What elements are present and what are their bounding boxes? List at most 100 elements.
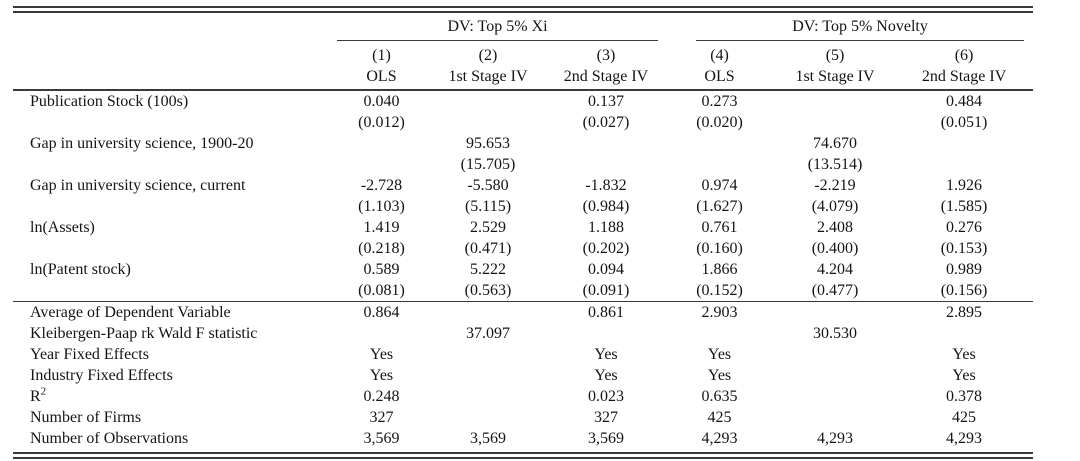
std-error-cell: (15.705) — [460, 156, 516, 173]
coefficient-row: Publication Stock (100s) 0.040 0.137 0.273 0… — [13, 90, 1033, 112]
std-error-cell: (0.027) — [582, 114, 630, 131]
regression-results-table: DV: Top 5% Xi DV: Top 5% Novelty (1) (2) (3)… — [13, 13, 1034, 449]
estimate-cell: 0.589 — [363, 261, 400, 278]
std-error-cell: (0.152) — [664, 280, 776, 302]
stat-value-cell: Yes — [369, 346, 394, 363]
regression-table-sheet: DV: Top 5% Xi DV: Top 5% Novelty (1) (2) (3)… — [13, 6, 1034, 459]
stat-value-cell: Yes — [952, 346, 976, 363]
header-group-row: DV: Top 5% Xi DV: Top 5% Novelty — [13, 13, 1033, 41]
std-error-row: (15.705) (13.514) — [13, 154, 1033, 175]
stat-value-cell: 0.864 — [363, 304, 400, 321]
row-label: ln(Patent stock) — [30, 261, 131, 278]
statistic-row: R2 0.248 0.023 0.635 0.378 — [13, 386, 1033, 407]
row-label: Number of Firms — [30, 409, 142, 426]
statistic-row: Number of Observations 3,569 3,569 3,569 4,2… — [13, 428, 1033, 449]
corner-cell — [13, 66, 335, 91]
std-error-cell: (0.160) — [696, 240, 743, 257]
std-error-cell — [895, 154, 1033, 175]
coefficient-row: Gap in university science, current -2.728… — [13, 175, 1033, 196]
stat-value-cell — [428, 365, 548, 386]
stat-value-cell — [775, 386, 895, 407]
estimate-cell — [335, 133, 428, 154]
stat-value-cell: 0.248 — [363, 388, 400, 405]
estimate-cell: 0.761 — [701, 219, 738, 236]
std-error-cell — [548, 154, 664, 175]
estimate-cell: 2.408 — [817, 219, 854, 236]
stat-value-cell: 2.903 — [701, 304, 738, 321]
column-number: (1) — [372, 47, 391, 64]
statistic-row: Year Fixed Effects Yes Yes Yes Yes — [13, 344, 1033, 365]
row-label-empty — [13, 112, 335, 133]
std-error-cell — [664, 154, 775, 175]
column-estimator: OLS — [664, 66, 776, 91]
estimate-cell: 0.974 — [701, 177, 738, 194]
stat-value-cell — [428, 344, 548, 365]
stat-value-cell: 0.861 — [588, 304, 624, 321]
stat-value-cell — [775, 365, 895, 386]
column-estimator: 1st Stage IV — [775, 66, 896, 91]
std-error-row: (0.012) (0.027) (0.020) (0.051) — [13, 112, 1033, 133]
estimate-cell — [428, 90, 548, 112]
std-error-cell: (4.079) — [811, 198, 859, 215]
stat-value-cell: 0.378 — [946, 388, 983, 405]
std-error-cell — [335, 154, 428, 175]
column-number: (6) — [954, 47, 974, 64]
std-error-cell: (0.091) — [548, 280, 665, 302]
row-label-empty — [13, 238, 335, 259]
column-number-row: (1) (2) (3) (4) (5) (6) — [13, 41, 1033, 66]
estimate-cell — [548, 133, 664, 154]
estimate-cell: -2.219 — [814, 177, 856, 194]
row-label: Number of Observations — [30, 430, 189, 447]
stat-value-cell: 425 — [707, 409, 732, 426]
std-error-cell: (5.115) — [464, 198, 512, 215]
stat-value-cell: 327 — [369, 409, 394, 426]
std-error-cell: (0.984) — [582, 198, 630, 215]
column-estimator: OLS — [335, 66, 428, 91]
bottom-double-rule — [13, 452, 1033, 459]
row-label: Kleibergen-Paap rk Wald F statistic — [30, 325, 258, 342]
estimate-cell — [775, 90, 895, 112]
estimator-header-row: OLS 1st Stage IV 2nd Stage IV OLS 1st Stage … — [13, 66, 1034, 91]
stat-value-cell — [428, 386, 548, 407]
std-error-cell: (0.153) — [940, 240, 988, 257]
std-error-cell — [428, 112, 548, 133]
stat-value-cell — [775, 407, 895, 428]
std-error-cell: (1.103) — [358, 198, 405, 215]
std-error-cell: (13.514) — [807, 156, 863, 173]
estimate-cell: 74.670 — [813, 135, 858, 152]
stat-value-cell: Yes — [594, 346, 618, 363]
row-label: Gap in university science, current — [30, 177, 246, 194]
column-estimator: 2nd Stage IV — [895, 66, 1034, 91]
stat-value-cell: 30.530 — [813, 325, 858, 342]
estimate-cell: 1.926 — [946, 177, 983, 194]
label-superscript: 2 — [40, 386, 47, 398]
statistic-row: Number of Firms 327 327 425 425 — [13, 407, 1033, 428]
estimate-cell: 5.222 — [470, 261, 506, 278]
std-error-cell: (1.627) — [696, 198, 743, 215]
std-error-cell: (0.471) — [464, 240, 512, 257]
stat-value-cell: Yes — [707, 367, 732, 384]
corner-cell — [13, 41, 335, 66]
stat-value-cell: 4,293 — [817, 430, 854, 447]
stat-value-cell — [428, 302, 548, 324]
coefficient-row: ln(Patent stock) 0.589 5.222 0.094 1.866 4.20… — [13, 259, 1033, 280]
estimate-cell: 4.204 — [817, 261, 854, 278]
stat-value-cell: Yes — [952, 367, 976, 384]
estimate-cell: 95.653 — [466, 135, 510, 152]
stat-value-cell: Yes — [707, 346, 732, 363]
estimate-cell: 0.276 — [946, 219, 983, 236]
std-error-row: (1.103) (5.115) (0.984) (1.627) (4.079) (1.58… — [13, 196, 1033, 217]
estimate-cell: 0.484 — [946, 93, 983, 110]
statistic-row: Industry Fixed Effects Yes Yes Yes Yes — [13, 365, 1033, 386]
stat-value-cell: 3,569 — [470, 430, 506, 447]
std-error-cell: (0.156) — [895, 280, 1034, 302]
row-label: Average of Dependent Variable — [30, 304, 231, 321]
stat-value-cell — [335, 323, 428, 344]
std-error-row: (0.218) (0.471) (0.202) (0.160) (0.400) (0.15… — [13, 238, 1033, 259]
std-error-cell: (0.020) — [696, 114, 743, 131]
stat-value-cell: 37.097 — [466, 325, 510, 342]
std-error-cell: (0.051) — [940, 114, 988, 131]
estimate-cell: -1.832 — [585, 177, 627, 194]
estimate-cell: 2.529 — [470, 219, 506, 236]
stat-value-cell — [775, 344, 895, 365]
